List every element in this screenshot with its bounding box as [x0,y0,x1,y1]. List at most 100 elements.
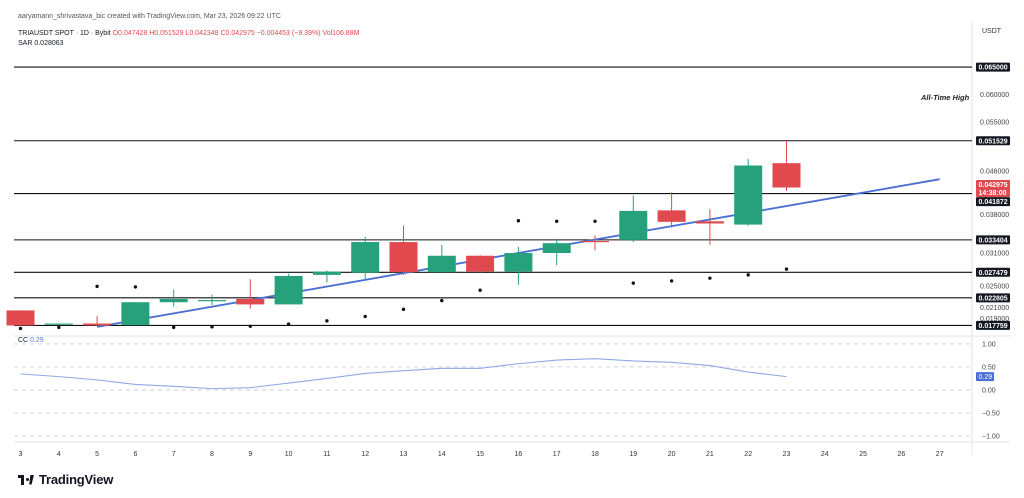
cc-series-line[interactable] [20,358,787,390]
candle-body[interactable] [427,255,456,273]
candle-body[interactable] [619,210,648,240]
price-axis-label-text: 0.051529 [979,138,1008,145]
time-axis-tick-label: 6 [133,451,137,458]
price-axis-label-box [976,320,1010,330]
candle-body[interactable] [504,253,533,272]
candle-body[interactable] [159,298,188,303]
currency-label: USDT [982,28,1002,35]
candle-body[interactable] [351,242,380,273]
price-axis-label-box [976,293,1010,303]
time-axis-tick-label: 15 [476,451,484,458]
sar-dot [631,281,635,285]
candle-body[interactable] [121,302,150,326]
cc-axis-tick-label: 0.00 [982,388,996,395]
symbol-label[interactable]: TRIAUSDT SPOT · 1D · Bybit [18,30,111,37]
price-axis-tick-label: 0.031000 [980,251,1009,258]
time-axis-tick-label: 10 [285,451,293,458]
price-axis-tick-label: 0.038000 [980,212,1009,219]
tradingview-logo-icon [18,474,34,485]
candle-body[interactable] [581,240,609,243]
candle-body[interactable] [6,310,35,326]
sar-dot [95,284,99,289]
candle-body[interactable] [312,271,341,275]
cc-legend[interactable]: CC 0.29 [18,337,44,344]
ohlc-values: O0.047428 H0.051529 L0.042348 C0.042975 … [112,30,360,37]
price-axis-label-text: 0.042975 [979,182,1008,189]
candle-body[interactable] [772,163,801,188]
time-axis-tick-label: 14 [438,451,446,458]
sar-dot [401,307,406,312]
time-axis-tick-label: 17 [553,451,561,458]
price-axis-tick-label: 0.021000 [980,305,1009,312]
cc-value-label-box [976,372,994,382]
sar-dot [440,298,444,303]
candle-body[interactable] [236,298,265,305]
sar-dot [478,288,482,292]
candle-body[interactable] [734,165,763,225]
symbol-ohlc-line: TRIAUSDT SPOT · 1D · Bybit O0.047428 H0.… [18,30,359,37]
price-axis-label-text: 0.041872 [979,199,1008,206]
candle-body[interactable] [198,300,226,302]
time-axis-tick-label: 27 [936,451,944,458]
time-axis-tick-label: 25 [859,451,867,458]
cc-axis-tick-label: −0.50 [982,411,1000,418]
candle-body[interactable] [44,323,73,325]
price-axis-label-text: 0.022805 [979,295,1008,302]
sar-dot [133,285,138,289]
price-axis-tick-label: 0.025000 [980,283,1009,290]
time-axis-tick-label: 18 [591,451,599,458]
time-axis-tick-label: 24 [821,451,829,458]
tradingview-logo-text: TradingView [39,472,114,487]
time-axis-tick-label: 26 [898,451,906,458]
sar-dot [325,319,329,323]
candle-body[interactable] [83,323,112,326]
price-axis-label-text: 0.065000 [979,65,1008,72]
all-time-high-annotation: All-Time High [921,93,970,102]
sar-dot [286,322,291,326]
candle-body[interactable] [657,210,686,222]
sar-dot [669,279,674,283]
price-axis-label-box [976,188,1010,198]
candle-body[interactable] [466,255,495,272]
price-axis-label-text: 0.027479 [979,270,1008,277]
price-axis-label-box [976,197,1010,207]
candle-body[interactable] [274,275,303,305]
time-axis-tick-label: 8 [210,451,214,458]
cc-axis-tick-label: 0.50 [982,364,996,371]
candle-body[interactable] [695,221,724,224]
sar-dot [57,325,61,330]
price-axis-label-box [976,62,1010,72]
time-axis-tick-label: 22 [744,451,752,458]
candle-body[interactable] [389,242,418,273]
time-axis-tick-label: 23 [783,451,791,458]
sar-dot [172,325,176,330]
time-axis-tick-label: 11 [323,451,330,458]
price-axis-tick-label: 0.019000 [980,316,1009,323]
time-axis-tick-label: 12 [361,451,369,458]
cc-label: CC [18,337,29,344]
price-axis-label-text: 0.017759 [979,323,1008,330]
sar-dot [516,219,521,223]
sar-dot [593,219,597,223]
time-axis-tick-label: 20 [668,451,676,458]
sar-dot [363,314,367,319]
cc-value: 0.29 [30,337,44,344]
tradingview-logo[interactable]: TradingView [18,472,113,487]
time-axis-tick-label: 21 [706,451,714,458]
candle-body[interactable] [542,243,571,254]
price-axis-label-text: 0.033404 [979,237,1008,244]
sar-dot [708,276,712,280]
sar-dot [210,325,214,329]
price-axis-label-box [976,267,1010,277]
time-axis-tick-label: 16 [515,451,523,458]
sar-dot [18,326,23,331]
time-axis-tick-label: 13 [400,451,408,458]
time-axis-tick-label: 7 [172,451,176,458]
price-axis-label-box [976,180,1010,190]
price-axis-tick-label: 0.055000 [980,119,1009,126]
sar-legend[interactable]: SAR 0.028063 [18,40,64,47]
time-axis-tick-label: 3 [19,451,23,458]
author-line: aaryamann_shrivastava_bic created with T… [18,13,281,20]
